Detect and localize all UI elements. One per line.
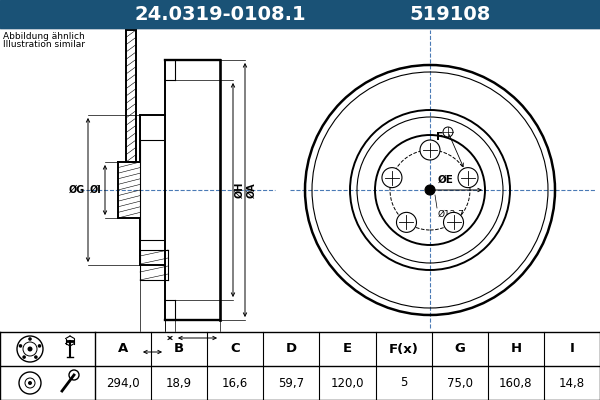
- Text: 519108: 519108: [409, 4, 491, 24]
- Text: Ø12,7: Ø12,7: [438, 210, 465, 219]
- Text: C: C: [230, 342, 240, 356]
- Circle shape: [443, 212, 464, 232]
- Text: 16,6: 16,6: [222, 376, 248, 390]
- Text: D: D: [149, 356, 157, 366]
- Text: ØH: ØH: [235, 182, 245, 198]
- Text: Abbildung ähnlich: Abbildung ähnlich: [3, 32, 85, 41]
- Text: F: F: [436, 132, 443, 142]
- Bar: [0, 332, 600, 400]
- Text: 18,9: 18,9: [166, 376, 192, 390]
- Circle shape: [425, 185, 435, 195]
- Circle shape: [34, 355, 38, 359]
- Bar: [0, 30, 600, 332]
- Text: A: A: [118, 342, 128, 356]
- Text: 5: 5: [400, 376, 407, 390]
- Text: C (MTH): C (MTH): [223, 333, 267, 343]
- Text: ØI: ØI: [90, 185, 102, 195]
- Circle shape: [458, 168, 478, 188]
- Text: E: E: [343, 342, 352, 356]
- Text: D: D: [286, 342, 297, 356]
- Text: B: B: [166, 342, 173, 352]
- Text: ØA: ØA: [247, 182, 257, 198]
- Circle shape: [28, 337, 32, 341]
- Text: Illustration similar: Illustration similar: [3, 40, 85, 49]
- Circle shape: [382, 168, 402, 188]
- Circle shape: [22, 355, 26, 359]
- Circle shape: [19, 344, 22, 348]
- Circle shape: [28, 381, 32, 385]
- Text: 14,8: 14,8: [559, 376, 585, 390]
- Circle shape: [28, 346, 32, 352]
- Text: F(x): F(x): [389, 342, 419, 356]
- Text: 75,0: 75,0: [447, 376, 473, 390]
- Text: H: H: [510, 342, 521, 356]
- Circle shape: [38, 344, 41, 348]
- Circle shape: [397, 212, 416, 232]
- Text: 59,7: 59,7: [278, 376, 304, 390]
- Bar: [0, 0, 600, 28]
- Text: 160,8: 160,8: [499, 376, 533, 390]
- Text: 24.0319-0108.1: 24.0319-0108.1: [134, 4, 306, 24]
- Text: B: B: [174, 342, 184, 356]
- Text: 120,0: 120,0: [331, 376, 364, 390]
- Text: 294,0: 294,0: [106, 376, 140, 390]
- Text: ØE: ØE: [438, 175, 454, 185]
- Text: G: G: [454, 342, 465, 356]
- Text: ØG: ØG: [69, 185, 85, 195]
- Circle shape: [420, 140, 440, 160]
- Text: I: I: [569, 342, 574, 356]
